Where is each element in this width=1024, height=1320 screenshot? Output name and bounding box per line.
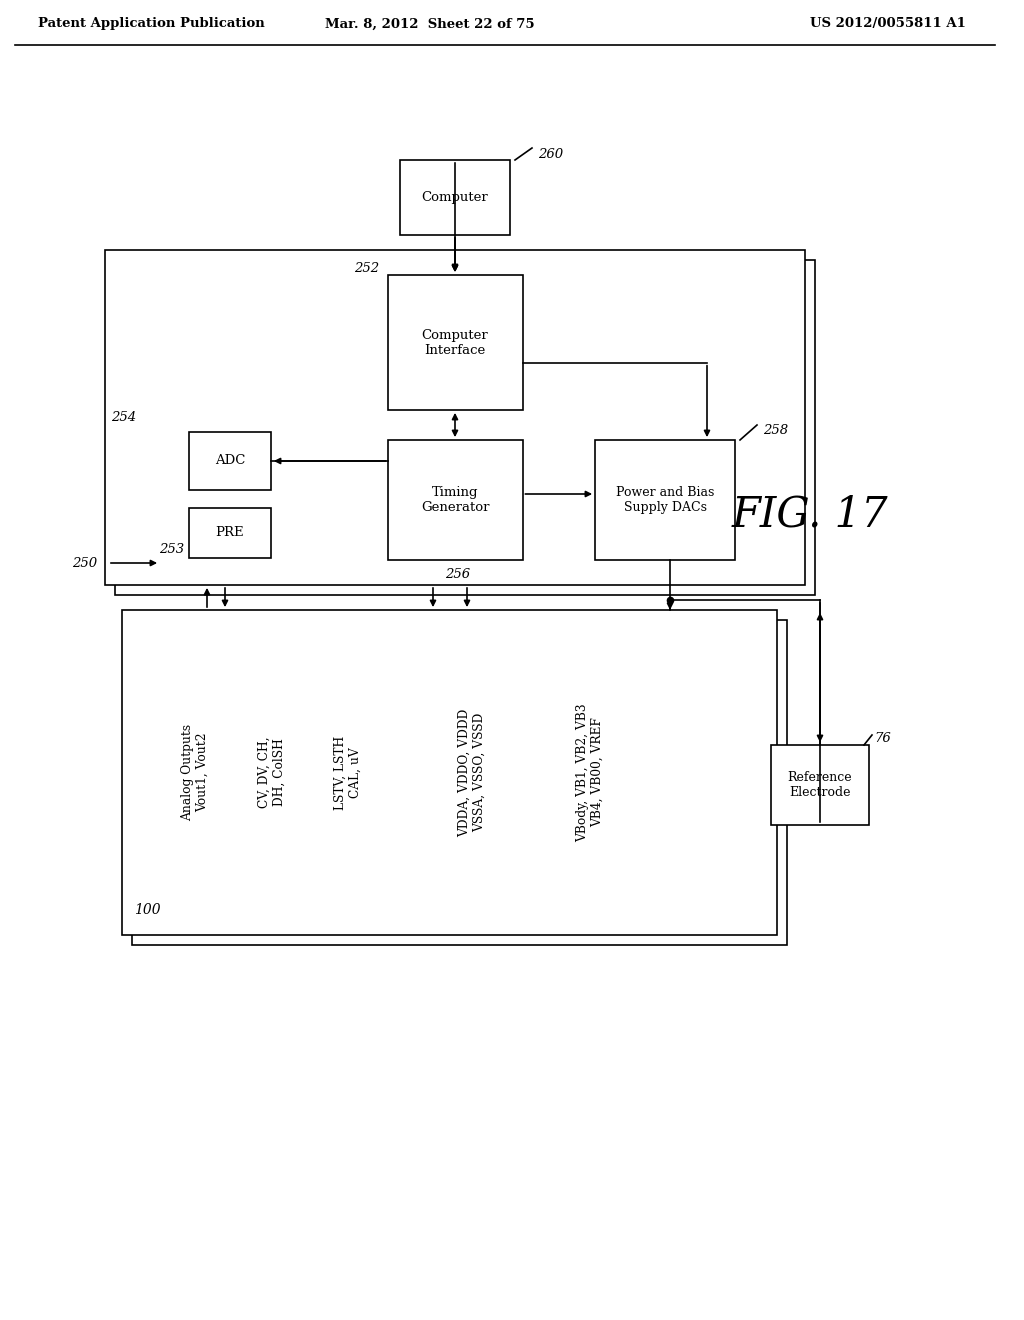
Bar xyxy=(115,260,815,595)
Text: Timing
Generator: Timing Generator xyxy=(421,486,489,513)
Text: 100: 100 xyxy=(134,903,161,917)
Text: Mar. 8, 2012  Sheet 22 of 75: Mar. 8, 2012 Sheet 22 of 75 xyxy=(326,17,535,30)
Text: FIG. 17: FIG. 17 xyxy=(732,494,888,536)
Text: VDDA, VDDO, VDDD
VSSA, VSSO, VSSD: VDDA, VDDO, VDDD VSSA, VSSO, VSSD xyxy=(458,709,486,837)
Text: Reference
Electrode: Reference Electrode xyxy=(787,771,852,799)
Bar xyxy=(105,249,805,585)
Bar xyxy=(189,508,271,558)
Bar xyxy=(189,432,271,490)
Text: US 2012/0055811 A1: US 2012/0055811 A1 xyxy=(810,17,966,30)
Text: Computer: Computer xyxy=(422,191,488,205)
Text: LSTV, LSTH
CAL, uV: LSTV, LSTH CAL, uV xyxy=(334,735,362,809)
Text: 250: 250 xyxy=(72,557,97,569)
Bar xyxy=(771,744,869,825)
Text: VBody, VB1, VB2, VB3
VB4, VB00, VREF: VBody, VB1, VB2, VB3 VB4, VB00, VREF xyxy=(575,704,604,842)
Text: Patent Application Publication: Patent Application Publication xyxy=(38,17,265,30)
Text: 260: 260 xyxy=(538,148,563,161)
Text: CV, DV, CH,
DH, ColSH: CV, DV, CH, DH, ColSH xyxy=(258,737,286,808)
Text: PRE: PRE xyxy=(216,527,245,540)
Text: Power and Bias
Supply DACs: Power and Bias Supply DACs xyxy=(615,486,714,513)
Bar xyxy=(132,620,787,945)
Bar xyxy=(400,160,510,235)
Text: 256: 256 xyxy=(444,568,470,581)
Bar xyxy=(387,440,522,560)
Text: 76: 76 xyxy=(874,733,891,746)
Text: 253: 253 xyxy=(159,543,184,556)
Text: ADC: ADC xyxy=(215,454,245,467)
Text: Computer
Interface: Computer Interface xyxy=(422,329,488,356)
Bar xyxy=(387,275,522,411)
Text: 258: 258 xyxy=(763,424,788,437)
Text: 252: 252 xyxy=(354,263,380,276)
Text: Analog Outputs
Vout1, Vout2: Analog Outputs Vout1, Vout2 xyxy=(181,723,209,821)
Bar xyxy=(122,610,777,935)
Bar xyxy=(595,440,735,560)
Text: 254: 254 xyxy=(111,411,136,424)
